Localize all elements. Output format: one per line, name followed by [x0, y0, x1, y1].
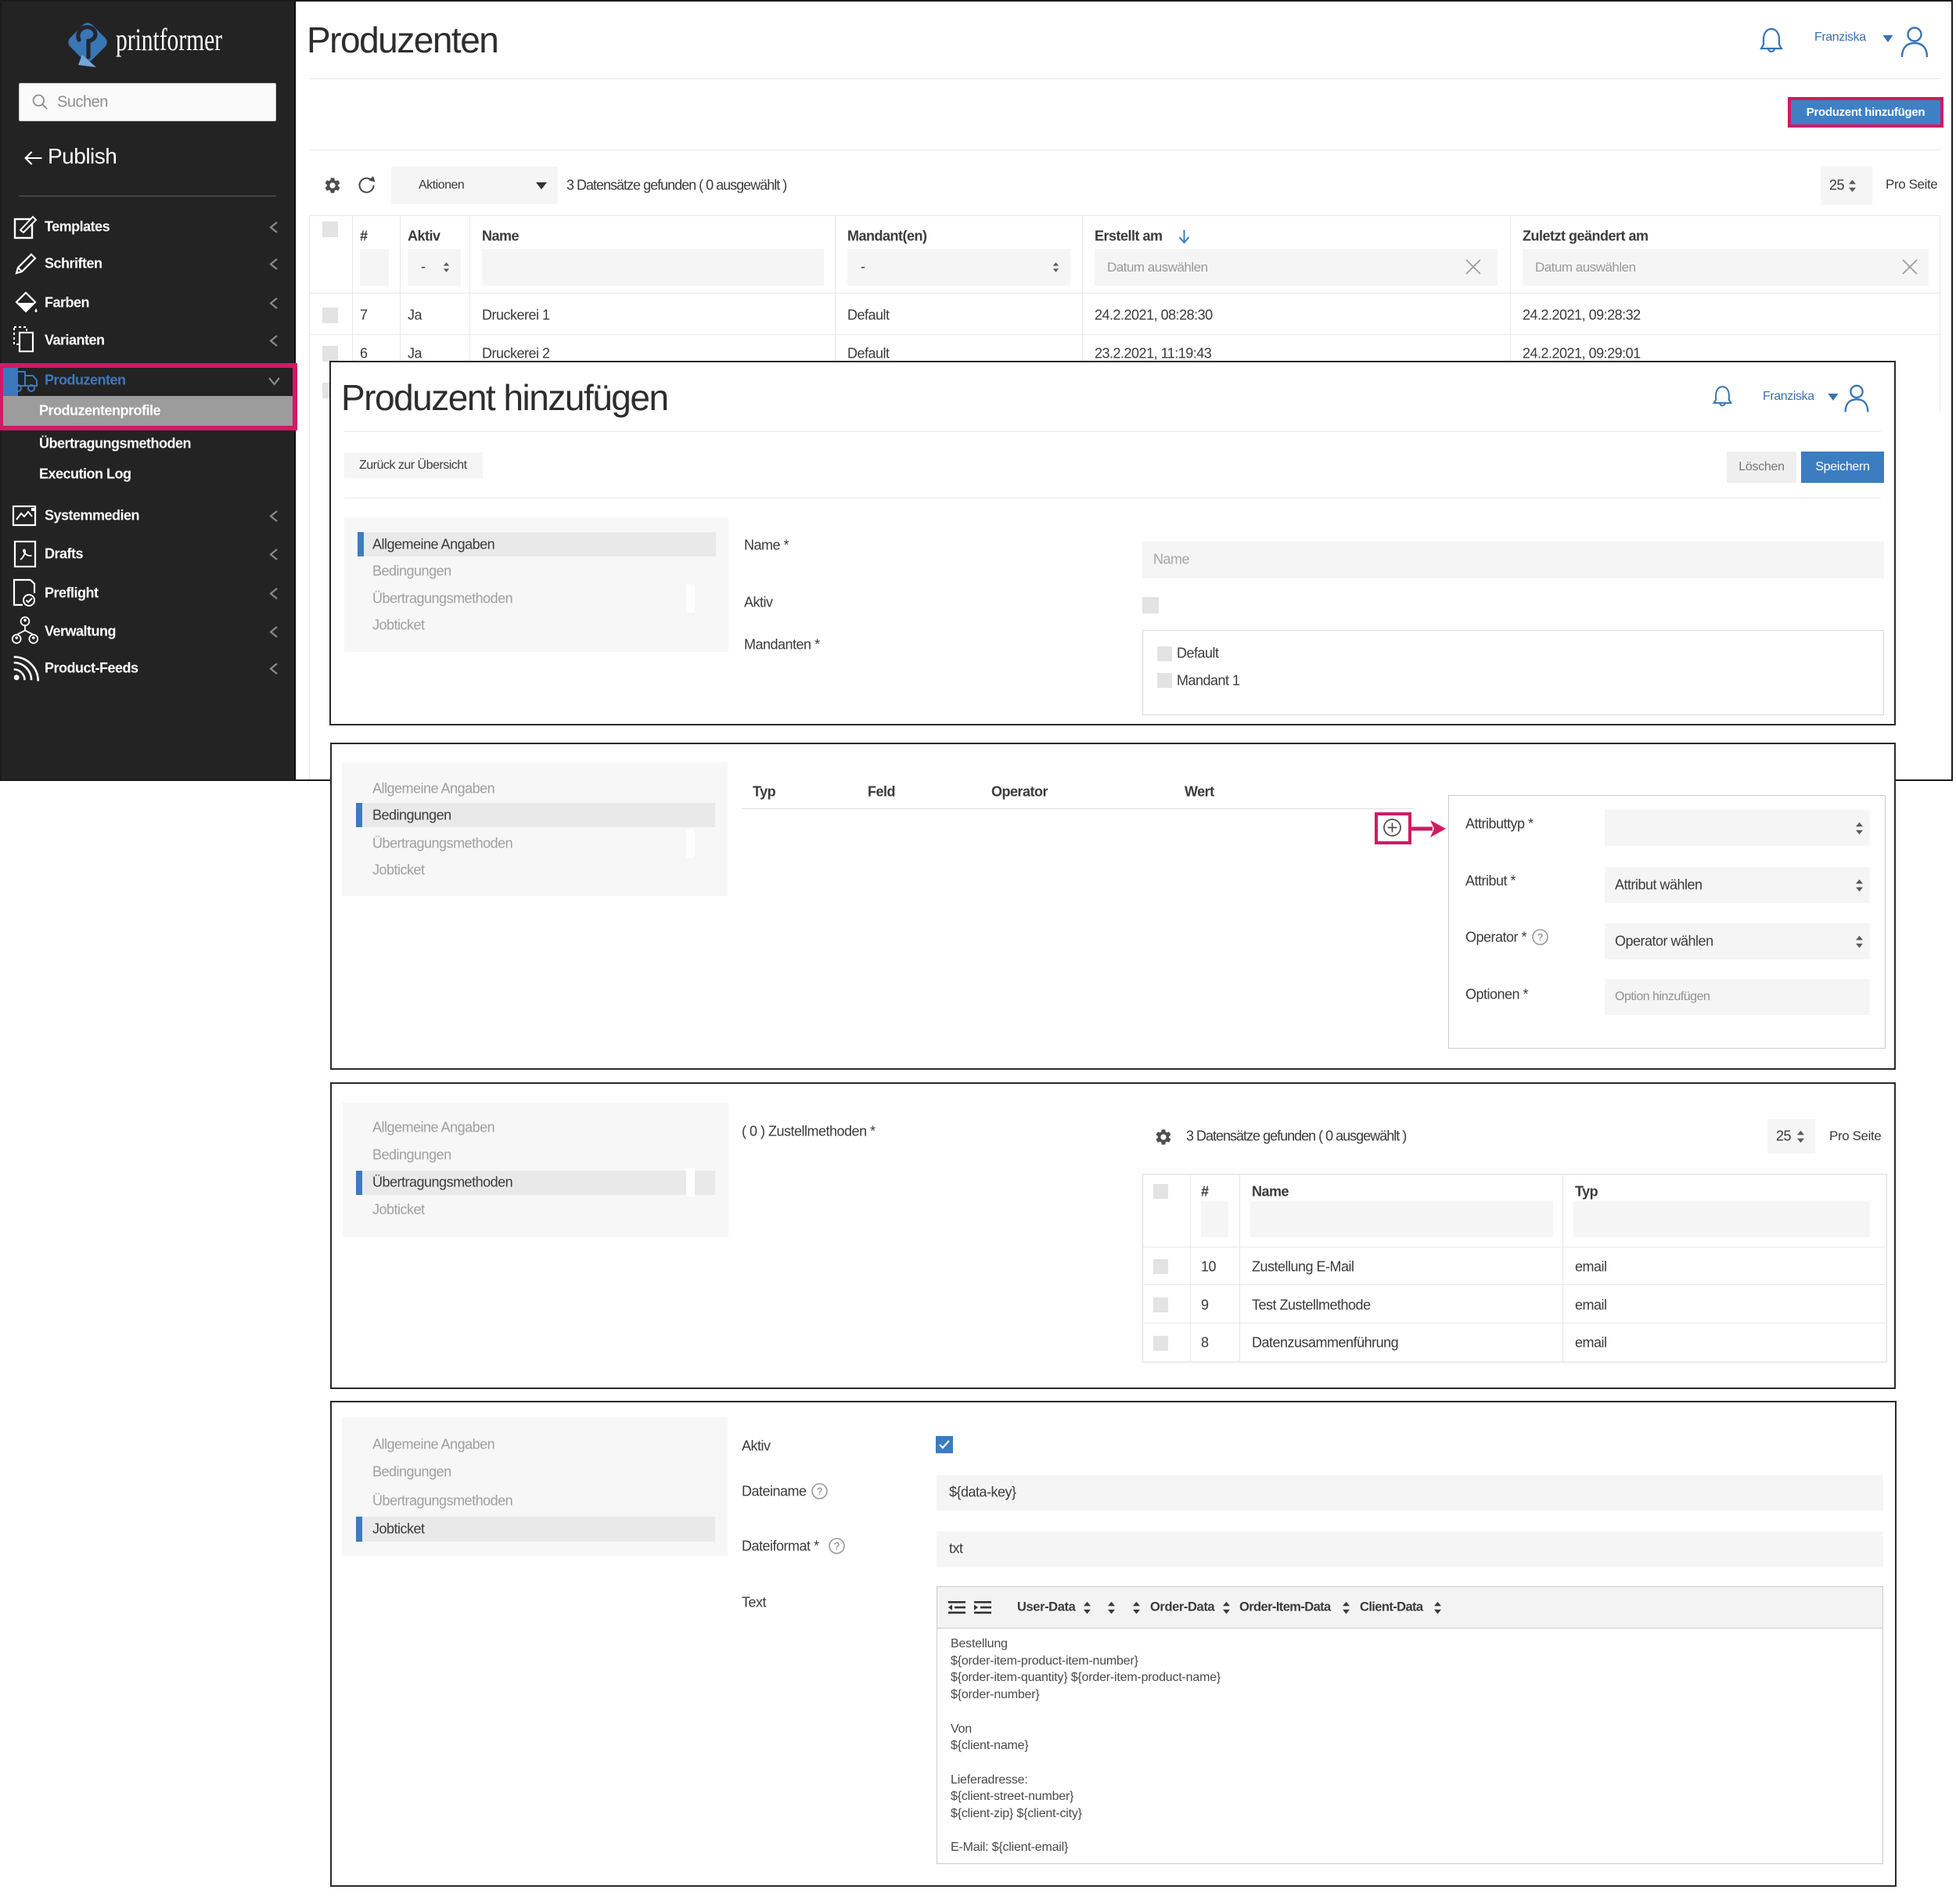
- svg-text:?: ?: [834, 1540, 840, 1552]
- svg-text:?: ?: [817, 1485, 822, 1497]
- svg-text:printformer: printformer: [116, 22, 222, 57]
- svg-text:?: ?: [1537, 931, 1543, 943]
